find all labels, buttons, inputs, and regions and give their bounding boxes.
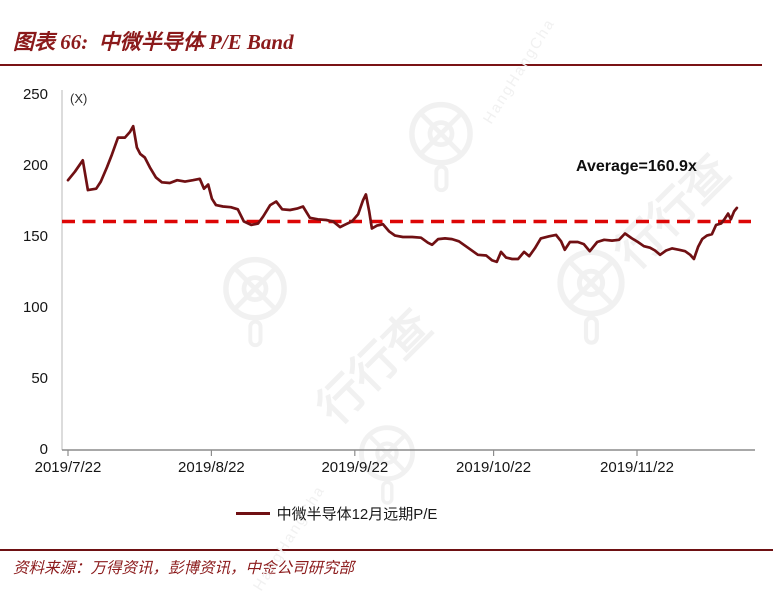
footer-divider (0, 549, 773, 551)
y-axis-tick-label: 200 (22, 157, 48, 174)
source-note: 资料来源：万得资讯，彭博资讯，中金公司研究部 (13, 560, 355, 577)
x-axis-tick-label: 2019/10/22 (456, 459, 532, 476)
x-axis-tick-label: 2019/8/22 (178, 459, 245, 476)
y-axis-unit-label: (X) (70, 91, 88, 106)
pe-line-series (66, 124, 739, 264)
figure-title: 图表 66: 中微半导体 P/E Band (13, 30, 294, 54)
chart-legend: 中微半导体12月远期P/E (0, 503, 723, 524)
average-annotation: Average=160.9x (576, 158, 697, 175)
x-axis-tick-label: 2019/7/22 (34, 459, 102, 476)
y-axis-tick-label: 150 (22, 228, 48, 245)
legend-label: 中微半导体12月远期P/E (276, 506, 438, 523)
x-axis-tick-label: 2019/11/22 (600, 459, 674, 476)
legend-line-swatch-icon (235, 511, 270, 516)
y-axis-tick-label: 0 (39, 441, 48, 458)
x-axis-ticks (67, 450, 638, 456)
title-divider (0, 64, 762, 66)
x-axis-tick-label: 2019/9/22 (321, 459, 389, 476)
y-axis-tick-label: 100 (22, 299, 48, 316)
y-axis-tick-label: 250 (22, 86, 48, 103)
y-axis-tick-label: 50 (31, 370, 48, 387)
